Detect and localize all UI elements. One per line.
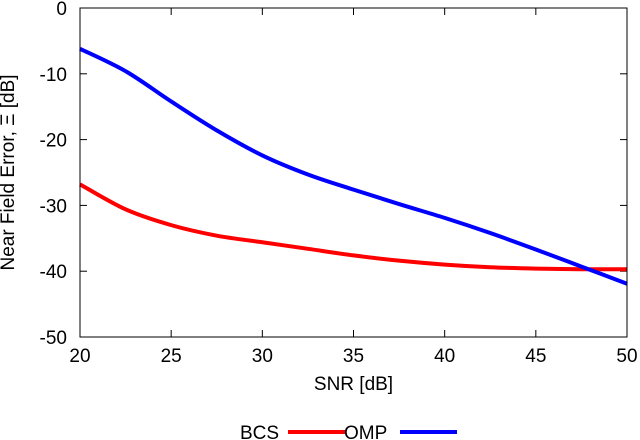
plot-frame: [79, 7, 628, 338]
x-tick-labels: 20 25 30 35 40 45 50: [69, 346, 637, 367]
x-axis-title: SNR [dB]: [314, 374, 393, 395]
series-line-omp: [79, 47, 628, 286]
y-tick-label: -20: [40, 131, 67, 152]
legend: BCS OMP: [240, 423, 457, 440]
y-tick-label: -40: [40, 262, 67, 283]
x-tick-label: 45: [525, 346, 546, 367]
legend-label-omp: OMP: [344, 423, 387, 440]
y-tick-label: -10: [40, 65, 67, 86]
y-tick-label: 0: [56, 0, 67, 20]
y-tick-label: -50: [40, 328, 67, 349]
series-line-bcs: [79, 182, 628, 272]
x-tick-label: 35: [343, 346, 364, 367]
y-tick-labels: 0 -10 -20 -30 -40 -50: [40, 0, 67, 349]
x-tick-label: 25: [161, 346, 182, 367]
x-tick-label: 30: [252, 346, 273, 367]
x-tick-label: 50: [616, 346, 637, 367]
x-tick-label: 20: [69, 346, 90, 367]
series-layer: [79, 47, 628, 286]
axis-ticks: [79, 7, 628, 338]
legend-label-bcs: BCS: [240, 423, 279, 440]
y-tick-label: -30: [40, 196, 67, 217]
x-tick-label: 40: [434, 346, 455, 367]
y-axis-title: Near Field Error, Ξ [dB]: [0, 74, 19, 270]
